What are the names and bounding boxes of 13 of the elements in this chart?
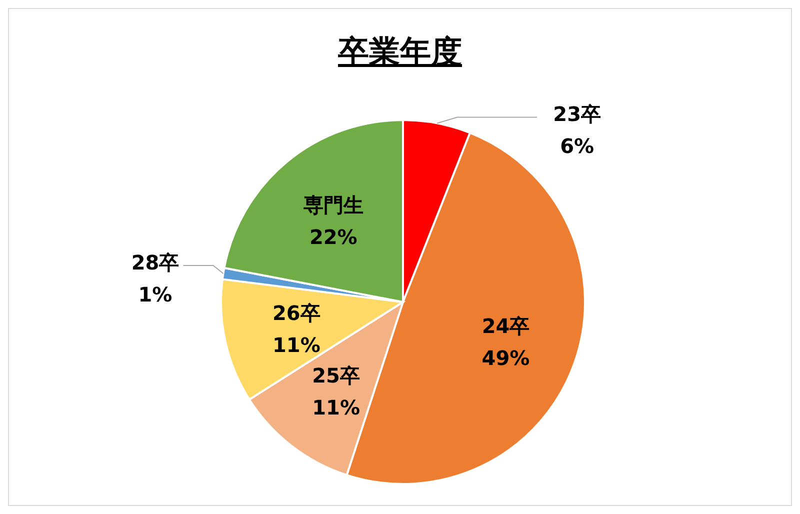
data-label: 11% <box>312 395 360 420</box>
slice-label: 23卒 <box>553 102 602 126</box>
data-label: 11% <box>272 332 320 357</box>
slice-label: 25卒 <box>312 363 360 388</box>
slice-label: 24卒 <box>482 314 530 338</box>
slice-label: 26卒 <box>272 300 320 325</box>
data-label: 1% <box>138 282 172 307</box>
slice-label: 専門生 <box>302 192 364 217</box>
slice-label: 28卒 <box>131 250 180 275</box>
data-label: 22% <box>309 224 358 249</box>
data-label: 49% <box>482 346 530 370</box>
chart-title: 卒業年度 <box>337 33 463 72</box>
data-label: 6% <box>560 134 594 158</box>
